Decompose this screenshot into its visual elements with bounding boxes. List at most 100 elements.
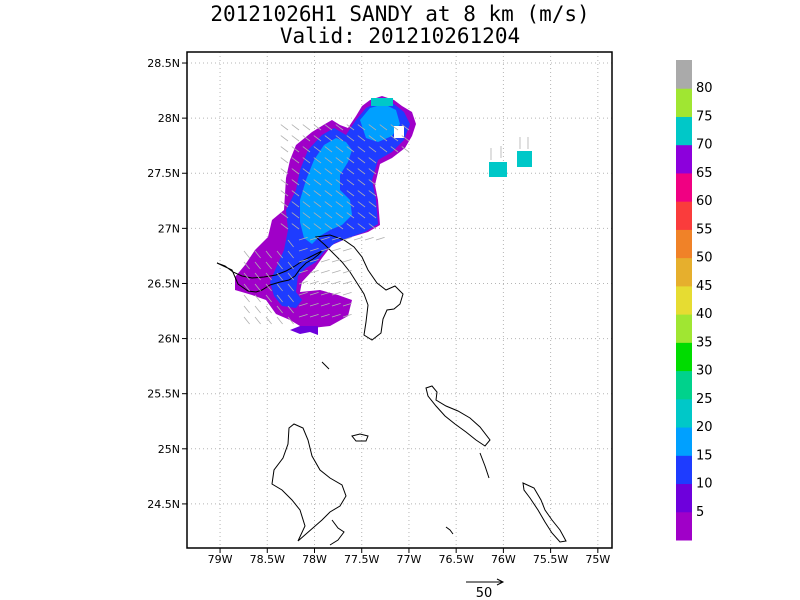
wind-vector — [265, 261, 272, 270]
colorbar-segment — [676, 60, 692, 89]
wind-vector — [280, 157, 289, 164]
wind-vector — [280, 146, 289, 153]
wind-vector — [342, 280, 352, 285]
wind-vector — [291, 124, 300, 131]
colorbar-label: 45 — [696, 279, 713, 294]
wind-vector — [291, 223, 300, 230]
wind-vector — [324, 146, 333, 153]
wind-vector — [265, 272, 272, 281]
field-20-25-core — [300, 138, 352, 244]
wind-vector — [254, 250, 261, 259]
wind-vector — [309, 258, 319, 263]
wind-vector — [357, 223, 366, 230]
colorbar-segment — [676, 370, 692, 400]
wind-vector — [368, 223, 377, 230]
wind-vector — [357, 168, 366, 175]
wind-vector — [291, 157, 300, 164]
wind-vector — [324, 179, 333, 186]
wind-vector — [302, 157, 311, 164]
field-25-30-east-a — [489, 162, 507, 177]
colorbar-label: 10 — [696, 477, 713, 492]
wind-vector — [368, 157, 377, 164]
x-tick-label: 76.5W — [438, 553, 473, 566]
y-tick-label: 28N — [158, 112, 180, 125]
wind-vector — [302, 135, 311, 142]
x-tick-label: 75.5W — [533, 553, 568, 566]
field-gap — [394, 126, 404, 138]
wind-vector — [302, 168, 311, 175]
wind-vector — [254, 316, 261, 325]
wind-vector — [368, 179, 377, 186]
colorbar-segment — [676, 285, 692, 315]
y-tick-label: 26N — [158, 333, 180, 346]
cat-island-coast — [522, 482, 567, 543]
wind-vector — [335, 135, 344, 142]
wind-vector — [390, 146, 399, 153]
colorbar-segment — [676, 455, 692, 485]
wind-vector — [357, 179, 366, 186]
wind-vector — [331, 291, 341, 296]
wind-vector — [243, 294, 250, 303]
colorbar-segment — [676, 427, 692, 456]
abaco-coast — [314, 234, 404, 341]
colorbar-segment — [676, 483, 692, 513]
wind-vector — [331, 269, 341, 274]
wind-vector — [357, 190, 366, 197]
x-tick-label: 78W — [302, 553, 327, 566]
wind-vector — [287, 283, 294, 292]
reference-vector-label: 50 — [476, 586, 493, 600]
wind-vector — [276, 250, 283, 259]
wind-vector — [320, 258, 330, 263]
wind-vector — [342, 258, 352, 263]
wind-vector — [309, 236, 319, 241]
wind-vector — [342, 302, 352, 307]
wind-vector — [287, 316, 294, 325]
wind-vector — [368, 212, 377, 219]
wind-vector — [357, 135, 366, 142]
wind-vector — [243, 261, 250, 270]
wind-vector — [243, 305, 250, 314]
wind-vector — [302, 146, 311, 153]
wind-vector — [331, 247, 341, 252]
wind-vector — [324, 223, 333, 230]
wind-vector — [243, 250, 250, 259]
x-tick-label: 75W — [585, 553, 610, 566]
wind-vector — [302, 212, 311, 219]
wind-vector — [342, 269, 352, 274]
wind-vector — [379, 135, 388, 142]
wind-vector — [320, 269, 330, 274]
wind-vector — [254, 305, 261, 314]
wind-vector — [243, 272, 250, 281]
wind-vector — [324, 190, 333, 197]
wind-vector — [331, 313, 341, 318]
colorbar-label: 60 — [696, 194, 713, 209]
wind-vector — [302, 223, 311, 230]
wind-vector — [280, 135, 289, 142]
wind-vector — [309, 247, 319, 252]
wind-vector — [335, 168, 344, 175]
wind-vector — [313, 190, 322, 197]
wind-vector — [346, 146, 355, 153]
wind-vector — [335, 212, 344, 219]
wind-vector — [357, 146, 366, 153]
wind-vector — [309, 280, 319, 285]
wind-vector — [287, 250, 294, 259]
wind-vector — [309, 313, 319, 318]
wind-vector — [280, 124, 289, 131]
wind-vector — [265, 283, 272, 292]
wind-vector — [302, 190, 311, 197]
wind-vector — [313, 135, 322, 142]
wind-vector — [309, 302, 319, 307]
wind-vector — [320, 313, 330, 318]
colorbar-label: 25 — [696, 392, 713, 407]
colorbar-label: 40 — [696, 307, 713, 322]
wind-vector — [368, 168, 377, 175]
wind-vector — [287, 294, 294, 303]
wind-vector — [401, 146, 410, 153]
wind-vector — [291, 168, 300, 175]
wind-vector — [346, 201, 355, 208]
wind-vector — [265, 305, 272, 314]
wind-vector — [291, 201, 300, 208]
wind-vector — [320, 247, 330, 252]
